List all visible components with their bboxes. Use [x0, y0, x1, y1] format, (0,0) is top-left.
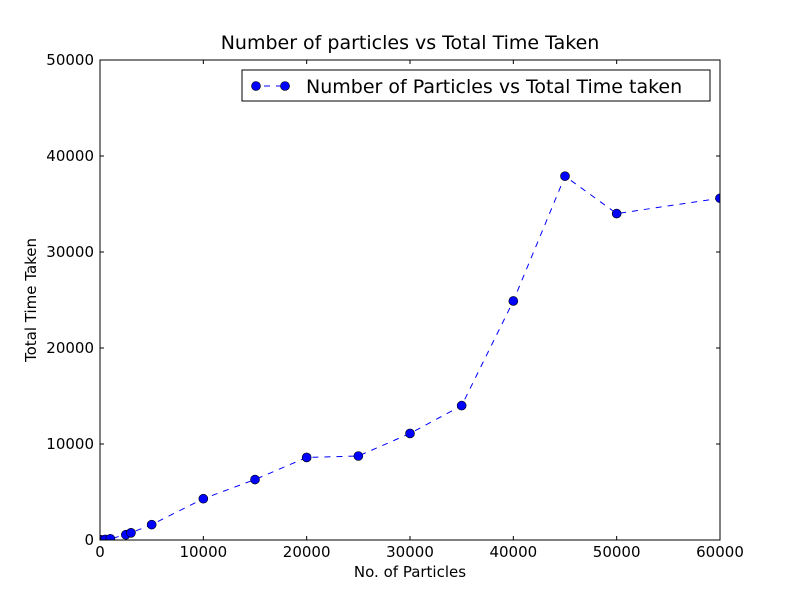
x-tick-label: 20000	[283, 543, 331, 561]
legend-marker	[251, 81, 261, 91]
x-tick-label: 0	[95, 543, 105, 561]
y-tick-label: 20000	[46, 339, 94, 357]
plot-layer	[100, 171, 720, 540]
x-axis-label: No. of Particles	[354, 563, 466, 581]
y-tick-label: 40000	[46, 147, 94, 165]
x-tick-label: 40000	[489, 543, 537, 561]
x-tick-label: 30000	[386, 543, 434, 561]
data-point	[301, 452, 312, 463]
y-axis-label: Total Time Taken	[22, 238, 40, 363]
data-point	[456, 400, 467, 411]
y-tick-label: 50000	[46, 51, 94, 69]
data-point	[126, 527, 136, 538]
x-tick-label: 60000	[696, 543, 744, 561]
x-tick-label: 10000	[179, 543, 227, 561]
y-tick-label: 0	[84, 531, 94, 549]
chart-title: Number of particles vs Total Time Taken	[221, 32, 600, 54]
data-point	[715, 193, 720, 204]
ticks-layer: 0 10000 20000 30000 40000 50000 60000 0 10000 200…	[46, 51, 744, 561]
plot-area	[100, 171, 720, 540]
legend: Number of Particles vs Total Time taken	[241, 69, 711, 102]
data-point	[146, 519, 157, 530]
data-point	[560, 171, 570, 181]
data-point	[198, 493, 209, 504]
x-tick-label: 50000	[593, 543, 641, 561]
data-point	[105, 533, 116, 540]
legend-box	[241, 69, 711, 102]
data-point	[508, 296, 519, 306]
legend-label: Number of Particles vs Total Time taken	[306, 76, 682, 98]
series-line	[100, 175, 720, 540]
data-point	[353, 451, 364, 461]
y-tick-label: 30000	[46, 243, 94, 261]
y-tick-label: 10000	[46, 435, 94, 453]
data-point	[250, 474, 260, 485]
data-point	[405, 428, 415, 439]
data-point	[611, 208, 622, 219]
legend-marker	[280, 81, 290, 91]
